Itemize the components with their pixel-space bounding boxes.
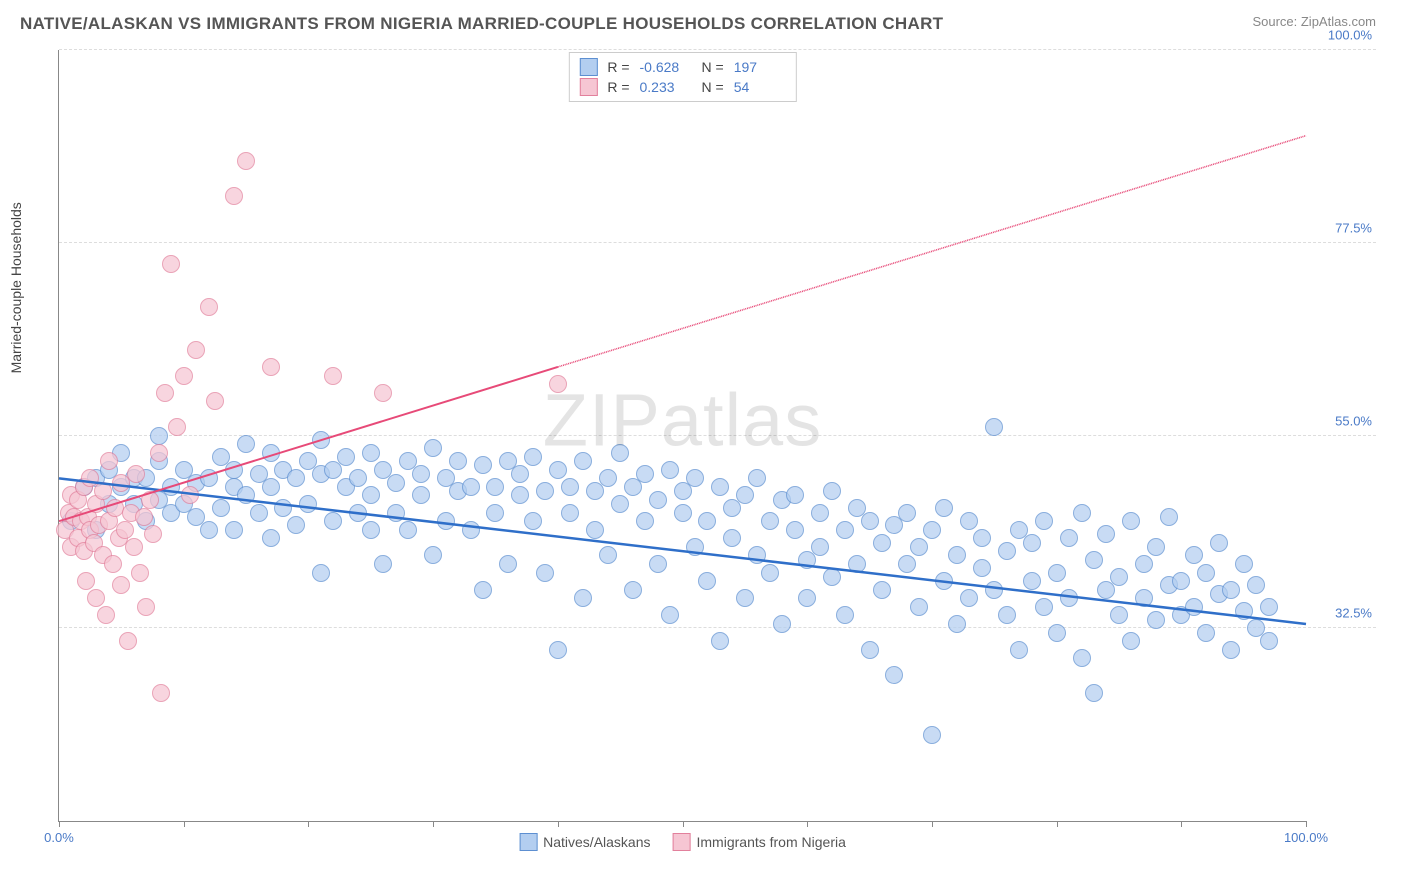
series-swatch [579,78,597,96]
xtick [558,821,559,827]
correlation-stats-box: R = -0.628 N = 197 R = 0.233 N = 54 [568,52,796,102]
xtick [59,821,60,827]
stat-row: R = -0.628 N = 197 [579,57,785,77]
stat-row: R = 0.233 N = 54 [579,77,785,97]
legend-swatch [673,833,691,851]
ytick-label: 55.0% [1335,413,1372,428]
xtick [932,821,933,827]
ytick-label: 100.0% [1328,28,1372,43]
xtick [1181,821,1182,827]
r-label: R = [607,79,629,95]
xtick [1306,821,1307,827]
n-label: N = [702,79,724,95]
legend-label: Immigrants from Nigeria [697,834,846,850]
legend-label: Natives/Alaskans [543,834,650,850]
xtick-label: 0.0% [44,830,74,845]
xtick [683,821,684,827]
n-value: 54 [734,79,786,95]
legend-item: Immigrants from Nigeria [673,833,846,851]
trend-lines [59,50,1306,821]
y-axis-label: Married-couple Households [8,202,24,373]
xtick [308,821,309,827]
legend-item: Natives/Alaskans [519,833,650,851]
xtick [433,821,434,827]
xtick [1057,821,1058,827]
xtick-label: 100.0% [1284,830,1328,845]
n-value: 197 [734,59,786,75]
ytick-label: 77.5% [1335,220,1372,235]
r-value: 0.233 [640,79,692,95]
r-value: -0.628 [640,59,692,75]
xtick [807,821,808,827]
xtick [184,821,185,827]
chart-title: NATIVE/ALASKAN VS IMMIGRANTS FROM NIGERI… [20,14,943,34]
legend: Natives/Alaskans Immigrants from Nigeria [519,833,846,851]
plot-area: ZIPatlas R = -0.628 N = 197 R = 0.233 N … [58,50,1306,822]
ytick-label: 32.5% [1335,606,1372,621]
r-label: R = [607,59,629,75]
legend-swatch [519,833,537,851]
chart-container: Married-couple Households ZIPatlas R = -… [50,50,1376,852]
n-label: N = [702,59,724,75]
series-swatch [579,58,597,76]
